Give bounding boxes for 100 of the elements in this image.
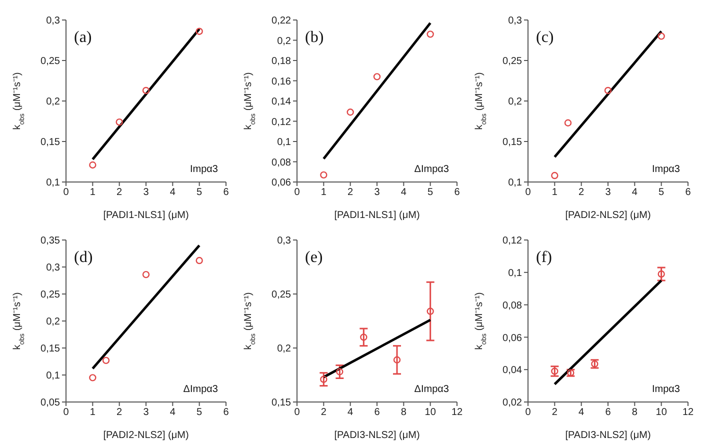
point [196, 28, 203, 35]
y-tick-label: 0,12 [272, 116, 292, 128]
annotation: (a) [74, 29, 92, 46]
y-tick-label: 0,3 [46, 16, 60, 27]
x-tick-label: 2 [116, 187, 123, 198]
x-tick-label: 5 [658, 187, 665, 198]
y-tick-label: 0,14 [272, 96, 292, 108]
x-axis-title: [PADI1-NLS1] (μM) [334, 210, 420, 221]
x-tick-label: 6 [374, 407, 380, 418]
y-tick-label: 0,1 [46, 370, 60, 382]
x-tick-label: 5 [428, 187, 434, 198]
x-tick-label: 12 [682, 407, 694, 418]
point [320, 171, 328, 179]
point [393, 356, 401, 364]
annotation: Impα3 [652, 384, 680, 395]
x-tick-label: 8 [632, 407, 638, 418]
point [320, 376, 328, 383]
y-tick-label: 0,05 [40, 398, 60, 409]
annotation: ΔImpα3 [414, 384, 450, 395]
annotation: (c) [536, 29, 554, 46]
x-axis-title: [PADI2-NLS2] (μM) [565, 210, 651, 221]
x-tick-label: 0 [294, 187, 300, 198]
y-tick-label: 0,1 [508, 178, 522, 189]
annotation: (f) [536, 249, 552, 266]
x-tick-label: 4 [170, 407, 176, 418]
y-tick-label: 0,1 [277, 137, 292, 148]
annotation: Impα3 [190, 164, 218, 175]
x-tick-label: 10 [656, 407, 668, 418]
x-tick-label: 5 [196, 407, 203, 418]
x-tick-label: 6 [605, 407, 612, 418]
x-axis-title: [PADI1-NLS1] (μM) [103, 210, 189, 221]
y-tick-label: 0,22 [272, 16, 292, 27]
y-tick-label: 0,15 [40, 137, 60, 148]
x-axis-title: [PADI2-NLS2] (μM) [103, 430, 189, 441]
x-tick-label: 3 [605, 187, 612, 198]
y-tick-label: 0,08 [502, 300, 522, 312]
point [102, 356, 110, 364]
point [551, 172, 558, 180]
y-tick-label: 0,06 [272, 178, 292, 189]
x-tick-label: 3 [143, 187, 150, 198]
x-tick-label: 1 [90, 407, 96, 418]
y-tick-label: 0,16 [272, 76, 292, 88]
y-tick-label: 0,18 [272, 56, 292, 68]
point [142, 86, 150, 94]
y-tick-label: 0,3 [277, 236, 292, 247]
y-tick-label: 0,35 [40, 236, 60, 247]
y-tick-label: 0,2 [277, 344, 292, 355]
point [564, 119, 572, 126]
x-tick-label: 10 [424, 407, 436, 418]
x-tick-label: 5 [196, 187, 203, 198]
x-tick-label: 2 [552, 407, 558, 418]
y-tick-label: 0,1 [508, 268, 522, 279]
point [658, 270, 665, 278]
x-tick-label: 1 [90, 187, 96, 198]
x-tick-label: 12 [451, 407, 463, 418]
point [196, 256, 203, 264]
x-tick-label: 4 [348, 407, 354, 418]
x-tick-label: 8 [400, 407, 407, 418]
x-tick-label: 2 [320, 407, 327, 418]
x-tick-label: 2 [348, 187, 354, 198]
y-tick-label: 0,3 [46, 262, 60, 274]
y-tick-label: 0,2 [46, 316, 60, 328]
x-tick-label: 0 [294, 407, 300, 418]
point [116, 118, 123, 126]
x-tick-label: 0 [525, 187, 532, 198]
y-tick-label: 0,25 [272, 290, 292, 301]
y-tick-label: 0,25 [40, 56, 60, 68]
point [89, 161, 96, 169]
annotation: (d) [74, 249, 93, 266]
x-tick-label: 1 [320, 187, 327, 198]
x-tick-label: 3 [143, 407, 150, 418]
y-tick-label: 0,2 [46, 96, 60, 108]
annotation: Impα3 [652, 164, 680, 175]
y-tick-label: 0,25 [502, 56, 522, 68]
y-tick-label: 0,04 [502, 365, 522, 376]
y-tick-label: 0,02 [502, 398, 522, 409]
x-tick-label: 4 [578, 407, 585, 418]
x-tick-label: 4 [170, 187, 176, 198]
y-tick-label: 0,12 [502, 236, 522, 247]
point [89, 374, 96, 382]
annotation: (b) [305, 29, 324, 46]
point [373, 73, 381, 80]
point [658, 32, 665, 40]
x-tick-label: 3 [374, 187, 380, 198]
x-tick-label: 2 [116, 407, 123, 418]
y-tick-label: 0,08 [272, 157, 292, 168]
y-tick-label: 0,2 [508, 96, 522, 108]
x-tick-label: 6 [223, 407, 230, 418]
y-tick-label: 0,25 [40, 290, 60, 301]
point [426, 30, 434, 38]
point [360, 334, 368, 341]
point [346, 108, 354, 116]
annotation: (e) [305, 249, 323, 266]
y-tick-label: 0,1 [46, 178, 60, 189]
point [604, 86, 612, 94]
y-tick-label: 0,15 [502, 137, 522, 148]
x-tick-label: 1 [552, 187, 558, 198]
annotation: ΔImpα3 [414, 164, 450, 175]
x-tick-label: 6 [454, 187, 460, 198]
x-tick-label: 0 [525, 407, 532, 418]
